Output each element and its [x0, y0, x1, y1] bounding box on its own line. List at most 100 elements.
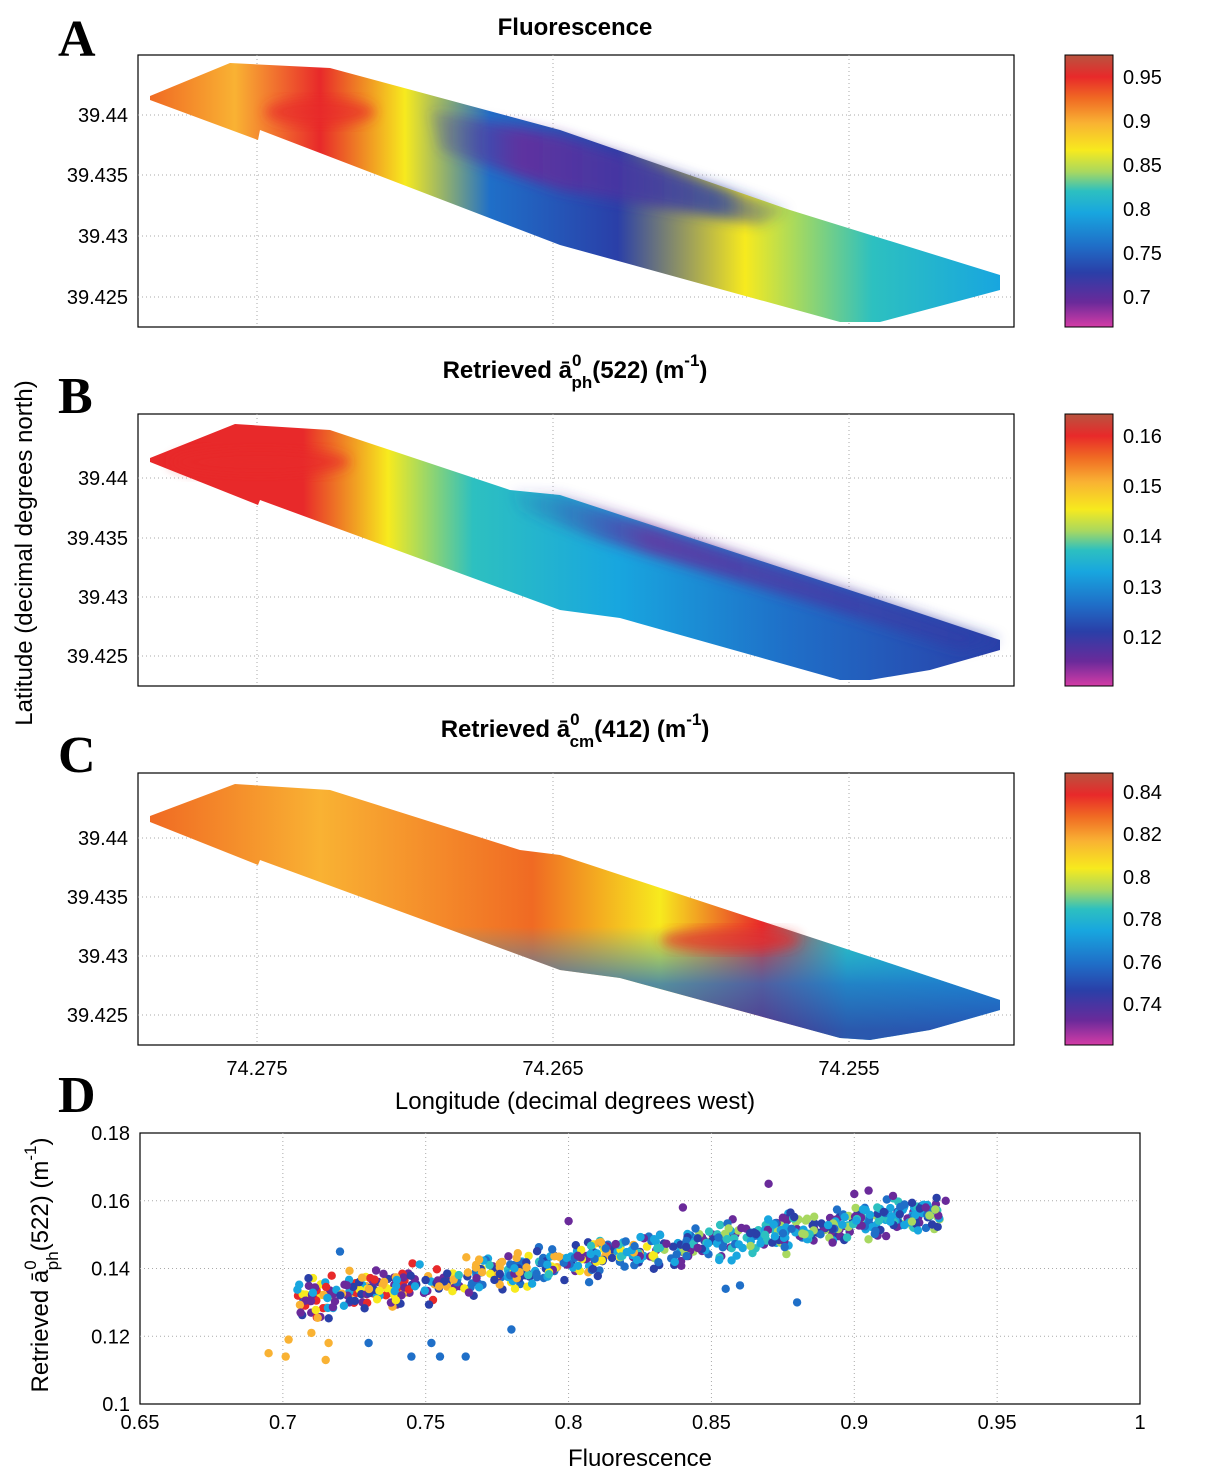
- scatter-point: [838, 1220, 847, 1230]
- scatter-point: [522, 1263, 531, 1272]
- panel-c-title-prefix: Retrieved: [441, 716, 557, 743]
- panel-c-x-axis-label: Longitude (decimal degrees west): [395, 1088, 755, 1115]
- scatter-point: [630, 1242, 639, 1251]
- scatter-point: [801, 1216, 810, 1225]
- panel-c-title-unit-sup: -1: [686, 710, 701, 729]
- scatter-point: [654, 1258, 663, 1267]
- scatter-point: [588, 1264, 598, 1274]
- panel-c-ytick: 39.435: [67, 887, 128, 909]
- scatter-point: [921, 1223, 931, 1233]
- scatter-point: [823, 1220, 833, 1230]
- scatter-point: [681, 1242, 691, 1252]
- panel-a-cbar-tick: 0.95: [1123, 67, 1162, 89]
- scatter-point: [907, 1217, 917, 1226]
- panel-a-yticks: 39.44 39.435 39.43 39.425: [67, 105, 128, 309]
- panel-b-ytick: 39.44: [78, 468, 128, 490]
- scatter-point: [472, 1273, 481, 1283]
- panel-c-title-sup: 0: [570, 710, 579, 729]
- scatter-point: [816, 1230, 825, 1239]
- scatter-point: [560, 1275, 569, 1285]
- scatter-point: [888, 1191, 898, 1201]
- panel-c-title-sub: cm: [570, 732, 595, 751]
- scatter-point: [790, 1212, 799, 1222]
- scatter-point: [632, 1255, 642, 1265]
- scatter-point: [461, 1352, 470, 1361]
- panel-d-ylabel-sup: 0: [21, 1260, 40, 1269]
- scatter-point: [764, 1179, 773, 1189]
- scatter-point: [532, 1247, 542, 1256]
- scatter-point: [391, 1296, 401, 1305]
- scatter-point: [371, 1266, 381, 1275]
- panel-a-ytick: 39.425: [67, 287, 128, 309]
- scatter-point: [649, 1235, 659, 1244]
- scatter-point: [313, 1313, 322, 1323]
- panel-b-ytick: 39.43: [78, 587, 128, 609]
- scatter-point: [284, 1335, 293, 1344]
- scatter-point: [435, 1352, 445, 1361]
- scatter-point: [408, 1259, 417, 1268]
- scatter-point: [296, 1308, 305, 1317]
- scatter-point: [886, 1217, 895, 1226]
- scatter-point: [311, 1305, 320, 1315]
- scatter-point: [497, 1257, 507, 1267]
- panel-d-points: [264, 1179, 950, 1365]
- panel-a-cbar-tick: 0.8: [1123, 199, 1151, 221]
- scatter-point: [601, 1244, 610, 1253]
- scatter-point: [840, 1212, 849, 1222]
- scatter-point: [879, 1207, 888, 1217]
- panel-b-title-symbol: ā: [559, 357, 573, 384]
- scatter-point: [703, 1239, 713, 1248]
- scatter-point: [507, 1325, 516, 1334]
- scatter-point: [573, 1261, 583, 1271]
- scatter-point: [722, 1235, 732, 1244]
- map-y-axis-label: Latitude (decimal degrees north): [11, 380, 38, 726]
- panel-b-colorbar-bar: [1064, 413, 1114, 687]
- panel-c-title-mid: (412) (m: [594, 716, 686, 743]
- scatter-point: [921, 1203, 930, 1212]
- panel-c-title: Retrieved ā0 cm(412) (m-1): [441, 710, 710, 751]
- panel-c-frame: [137, 772, 1015, 1046]
- scatter-point: [828, 1238, 837, 1247]
- scatter-point: [307, 1328, 316, 1338]
- panel-d-x-axis-label: Fluorescence: [568, 1445, 712, 1472]
- panel-c-ytick: 39.43: [78, 946, 128, 968]
- panel-d-ylabel-mid: (522) (m: [27, 1161, 54, 1252]
- scatter-point: [448, 1287, 457, 1296]
- scatter-point: [295, 1300, 305, 1310]
- scatter-point: [778, 1213, 788, 1222]
- panel-d-xticks: 0.65 0.7 0.75 0.8 0.85 0.9 0.95 1: [121, 1412, 1146, 1434]
- scatter-point: [724, 1224, 733, 1233]
- scatter-point: [636, 1232, 645, 1242]
- scatter-point: [881, 1231, 891, 1241]
- panel-c-cbar-tick: 0.78: [1123, 909, 1162, 931]
- panel-a-cbar-tick: 0.9: [1123, 111, 1151, 133]
- panel-b-map: [150, 424, 1000, 680]
- scatter-point: [324, 1314, 333, 1323]
- scatter-point: [851, 1203, 860, 1213]
- scatter-point: [339, 1301, 349, 1311]
- scatter-point: [427, 1338, 436, 1348]
- scatter-point: [800, 1230, 809, 1239]
- scatter-point: [693, 1243, 702, 1253]
- scatter-point: [321, 1355, 330, 1365]
- panel-a-cbar-tick: 0.85: [1123, 155, 1162, 177]
- scatter-point: [850, 1189, 859, 1199]
- scatter-point: [621, 1237, 630, 1246]
- panel-d-ylabel-suffix: ): [27, 1138, 54, 1146]
- scatter-point: [693, 1234, 702, 1243]
- scatter-point: [527, 1279, 537, 1288]
- panel-b-title-unit-sup: -1: [684, 351, 699, 370]
- scatter-point: [573, 1251, 582, 1261]
- panel-c-colorbar: 0.84 0.82 0.8 0.78 0.76 0.74: [1064, 772, 1162, 1046]
- panel-c-high-patch: [660, 928, 800, 952]
- scatter-point: [941, 1196, 950, 1206]
- scatter-point: [477, 1268, 487, 1277]
- scatter-point: [379, 1269, 388, 1279]
- scatter-point: [308, 1288, 318, 1297]
- panel-c-xticks: 74.275 74.265 74.255: [226, 1058, 879, 1080]
- scatter-point: [264, 1349, 273, 1358]
- panel-c-map: [150, 784, 1000, 1040]
- panel-d-yticks: 0.1 0.12 0.14 0.16 0.18: [91, 1123, 130, 1416]
- panel-a-ytick: 39.43: [78, 226, 128, 248]
- scatter-point: [463, 1268, 473, 1277]
